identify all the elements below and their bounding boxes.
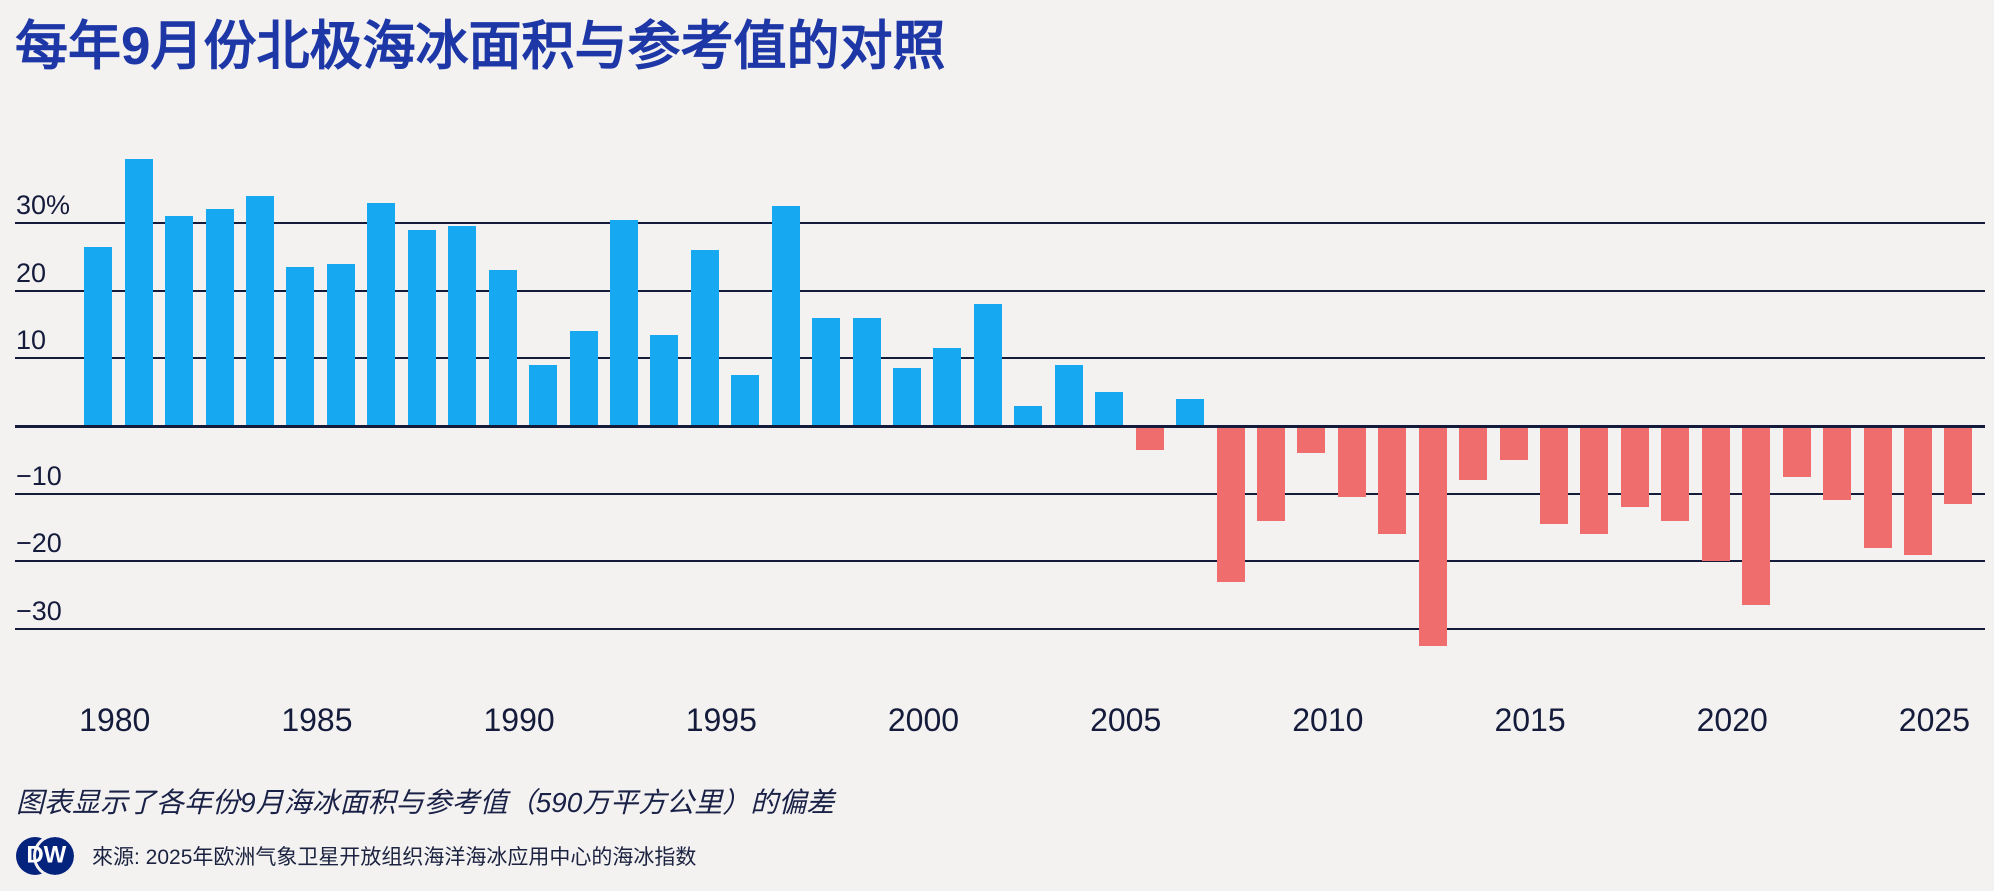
x-axis-label-1985: 1985 bbox=[281, 702, 353, 738]
y-axis-label-20: 20 bbox=[16, 257, 47, 288]
bar-2016 bbox=[1580, 426, 1609, 535]
bar-1999 bbox=[893, 368, 922, 426]
source-row: D W 來源: 2025年欧洲气象卫星开放组织海洋海冰应用中心的海冰指数 bbox=[16, 834, 697, 878]
bar-2017 bbox=[1620, 426, 1649, 508]
bar-1980 bbox=[124, 158, 153, 426]
bar-2023 bbox=[1863, 426, 1892, 548]
bar-2018 bbox=[1661, 426, 1690, 521]
x-axis-label-1980: 1980 bbox=[79, 702, 151, 738]
gridline-20 bbox=[15, 289, 1985, 292]
bar-1987 bbox=[407, 229, 436, 426]
bar-2022 bbox=[1823, 426, 1852, 501]
bar-1988 bbox=[448, 226, 477, 426]
gridline--30 bbox=[15, 628, 1985, 631]
bar-1982 bbox=[205, 209, 234, 426]
bar-2008 bbox=[1256, 426, 1285, 521]
bar-1998 bbox=[852, 317, 881, 426]
x-axis-label-2000: 2000 bbox=[887, 702, 960, 738]
bar-2001 bbox=[973, 304, 1002, 426]
gridline--10 bbox=[15, 492, 1985, 495]
dw-logo-circle-right bbox=[33, 834, 77, 878]
zero-baseline bbox=[15, 424, 1985, 428]
gridline--20 bbox=[15, 560, 1985, 563]
y-axis-label-30: 30% bbox=[16, 189, 71, 220]
bar-2007 bbox=[1216, 426, 1245, 582]
bar-1993 bbox=[650, 334, 679, 426]
x-axis-label-2005: 2005 bbox=[1090, 702, 1162, 738]
bar-1986 bbox=[367, 202, 396, 426]
y-axis-label--30: −30 bbox=[16, 596, 62, 627]
bar-2000 bbox=[933, 348, 962, 426]
bar-2013 bbox=[1459, 426, 1488, 481]
y-axis-label--10: −10 bbox=[16, 460, 62, 491]
bar-2024 bbox=[1903, 426, 1932, 555]
bar-1994 bbox=[690, 249, 719, 426]
dw-logo-icon: D W bbox=[16, 834, 77, 878]
bar-2015 bbox=[1540, 426, 1569, 525]
bar-1995 bbox=[731, 375, 760, 426]
bar-1989 bbox=[488, 270, 517, 426]
bar-2021 bbox=[1782, 426, 1811, 477]
bar-2004 bbox=[1095, 392, 1124, 426]
bar-1992 bbox=[609, 219, 638, 426]
chart-title: 每年9月份北极海冰面积与参考值的对照 bbox=[15, 17, 946, 76]
source-note: 來源: 2025年欧洲气象卫星开放组织海洋海冰应用中心的海冰指数 bbox=[92, 846, 697, 869]
bar-2005 bbox=[1135, 426, 1164, 450]
bar-2011 bbox=[1378, 426, 1407, 535]
x-axis-label-1995: 1995 bbox=[685, 702, 757, 738]
chart-footnote: 图表显示了各年份9月海冰面积与参考值（590万平方公里）的偏差 bbox=[16, 787, 835, 818]
bar-2020 bbox=[1742, 426, 1771, 606]
bar-1984 bbox=[286, 266, 315, 426]
bar-1996 bbox=[771, 205, 800, 426]
bar-1979 bbox=[84, 246, 113, 426]
bar-2014 bbox=[1499, 426, 1528, 460]
bar-2012 bbox=[1418, 426, 1447, 647]
bar-2009 bbox=[1297, 426, 1326, 454]
bar-1990 bbox=[529, 365, 558, 426]
x-axis-label-2020: 2020 bbox=[1696, 702, 1768, 738]
y-axis-label-10: 10 bbox=[16, 325, 47, 356]
bar-2002 bbox=[1014, 405, 1043, 426]
x-axis-label-2015: 2015 bbox=[1494, 702, 1566, 738]
x-axis-label-1990: 1990 bbox=[483, 702, 555, 738]
bar-2025 bbox=[1944, 426, 1973, 504]
bar-1981 bbox=[165, 216, 194, 426]
bar-2010 bbox=[1337, 426, 1366, 498]
bar-2003 bbox=[1054, 365, 1083, 426]
bar-2006 bbox=[1176, 398, 1205, 426]
dw-logo-letter-w: W bbox=[43, 841, 67, 869]
bar-1983 bbox=[246, 195, 275, 426]
x-axis-label-2010: 2010 bbox=[1292, 702, 1364, 738]
bar-1997 bbox=[812, 317, 841, 426]
x-axis-label-2025: 2025 bbox=[1898, 702, 1970, 738]
dw-logo-letter-d: D bbox=[26, 841, 44, 869]
gridline-30 bbox=[15, 221, 1985, 224]
y-axis-label--20: −20 bbox=[16, 528, 62, 559]
bar-1991 bbox=[569, 331, 598, 426]
bar-2019 bbox=[1701, 426, 1730, 562]
bar-1985 bbox=[326, 263, 355, 426]
